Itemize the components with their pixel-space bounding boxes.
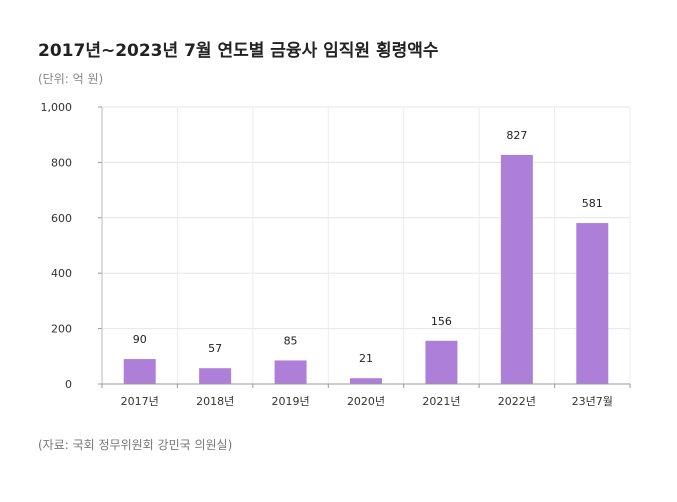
y-tick-label: 600 [51,212,72,225]
data-label: 21 [359,352,373,365]
bar [500,154,533,384]
unit-note: (단위: 억 원) [38,72,104,86]
bar [123,359,156,384]
x-tick-label: 23년7월 [572,395,613,408]
y-tick-label: 400 [51,267,72,280]
x-tick-label: 2019년 [272,395,310,408]
bars: 90 57 85 21 156 827 581 [123,129,609,384]
data-label: 90 [133,333,147,346]
data-label: 827 [506,129,527,142]
data-label: 581 [582,197,603,210]
source-note: (자료: 국회 정무위원회 강민국 의원실) [38,438,233,452]
bar [425,340,458,384]
y-tick-label: 1,000 [41,101,73,114]
bar [274,360,307,384]
bar [350,378,382,384]
y-tick-label: 800 [51,156,72,169]
x-tick-label: 2022년 [498,395,536,408]
y-tick-label: 0 [65,378,72,391]
x-axis: 2017년 2018년 2019년 2020년 2021년 2022년 23년7월 [98,383,631,408]
y-tick-label: 200 [51,323,72,336]
grid-lines [102,106,631,384]
data-label: 85 [284,334,298,347]
x-tick-label: 2021년 [422,395,460,408]
x-tick-label: 2018년 [196,395,234,408]
x-tick-label: 2017년 [121,395,159,408]
bar [199,368,232,384]
data-label: 156 [431,315,452,328]
bar [576,223,609,384]
y-axis: 0 200 400 600 800 1,000 [41,101,103,391]
x-tick-label: 2020년 [347,395,385,408]
data-label: 57 [208,342,222,355]
chart-title: 2017년~2023년 7월 연도별 금융사 임직원 횡령액수 [38,41,439,61]
